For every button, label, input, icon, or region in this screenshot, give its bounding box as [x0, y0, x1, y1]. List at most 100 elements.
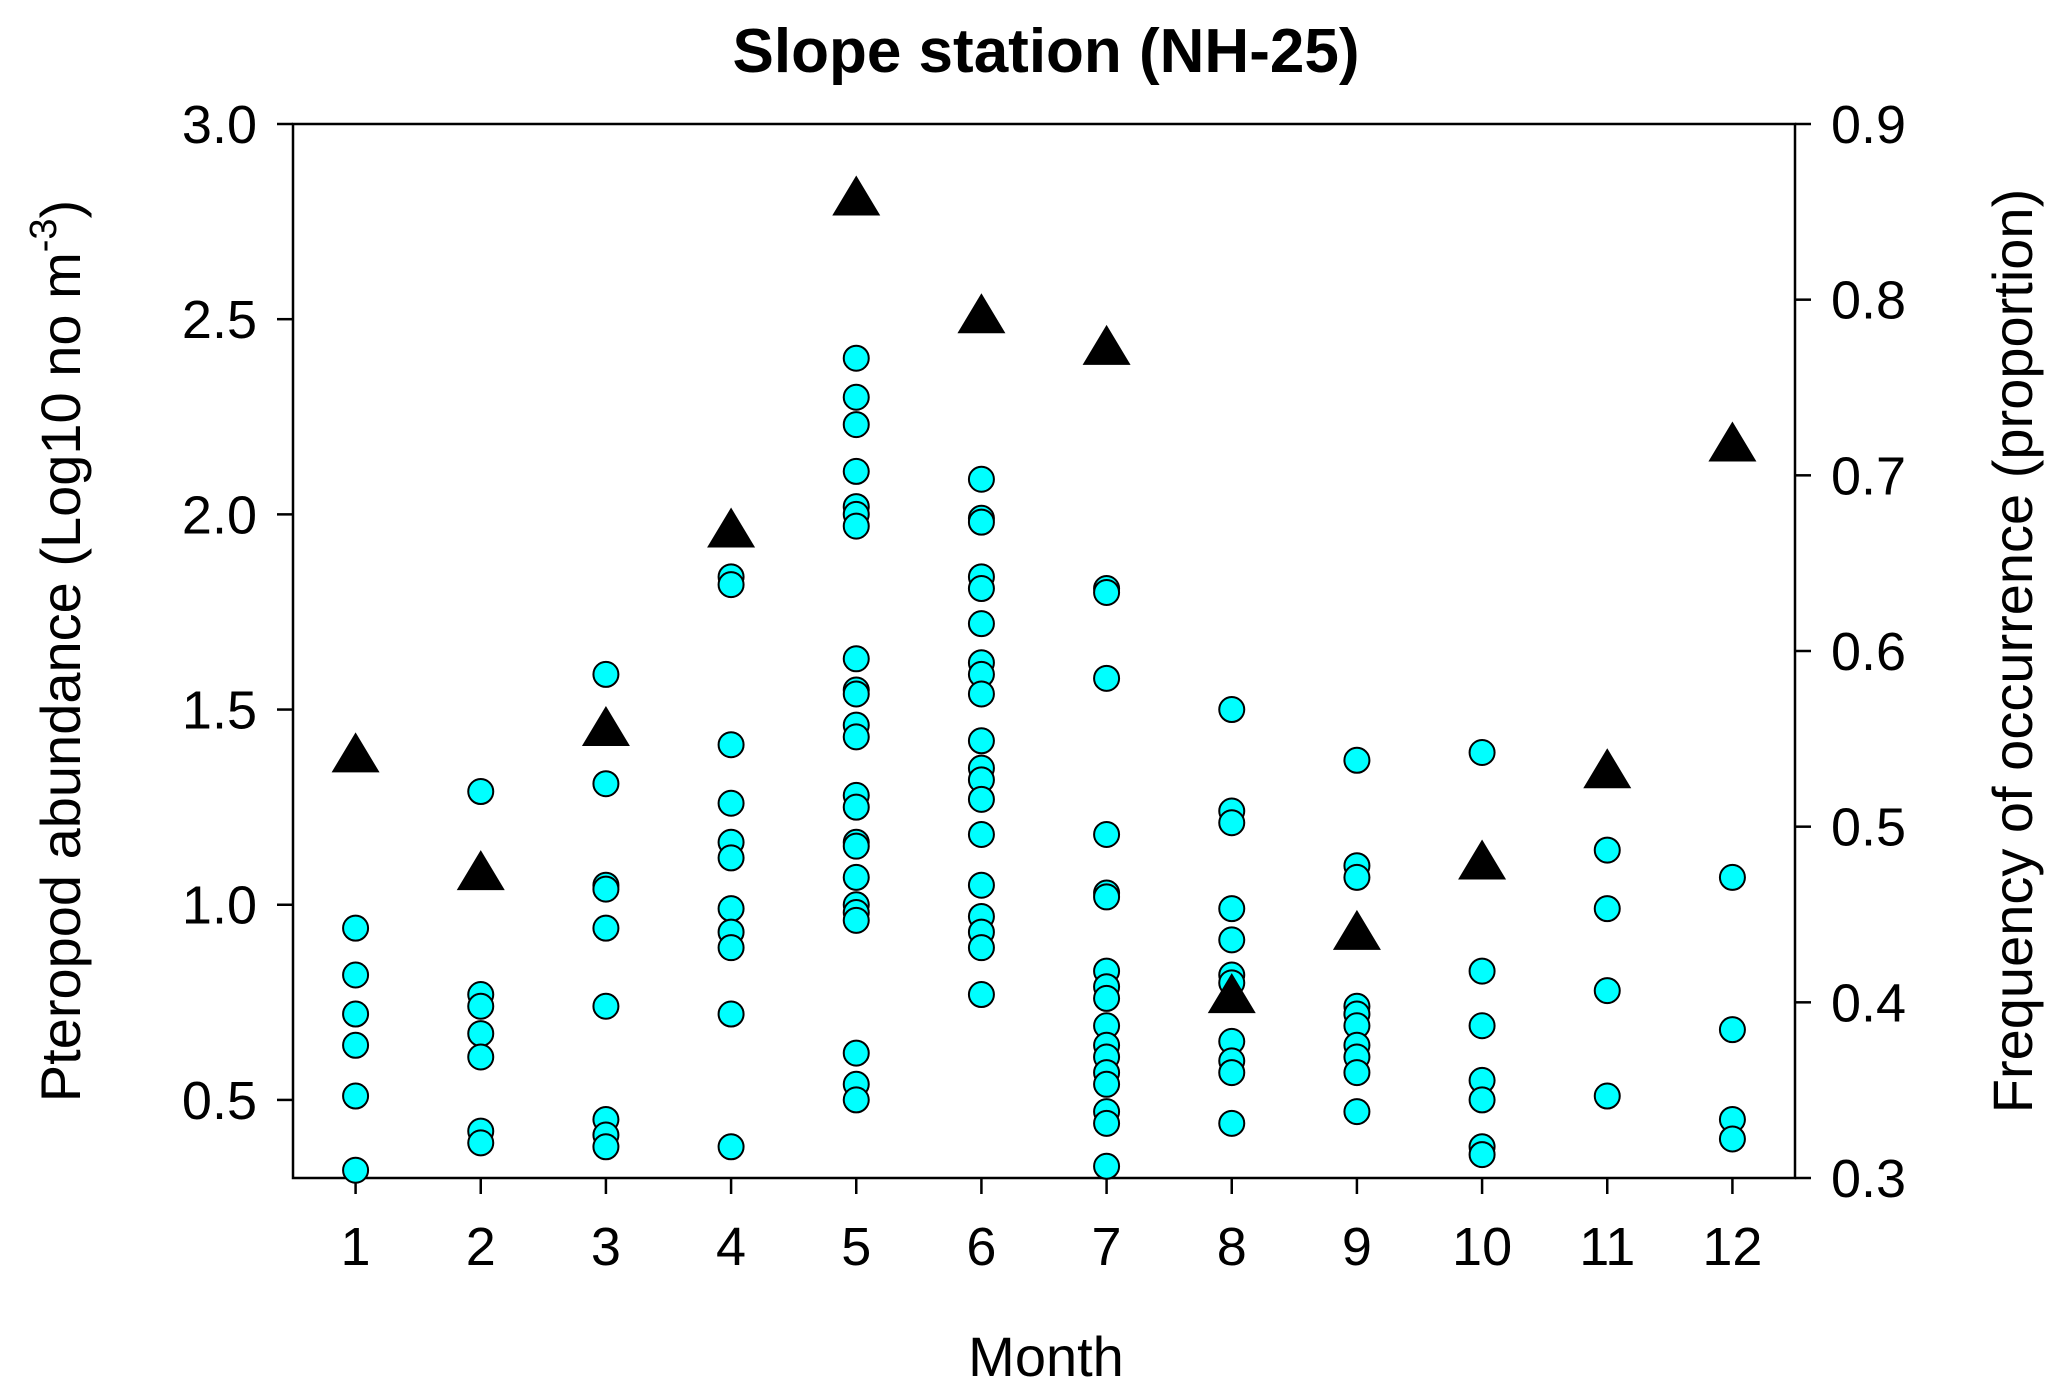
abundance-point [1093, 883, 1121, 911]
abundance-point [967, 465, 995, 493]
abundance-point [842, 383, 870, 411]
abundance-point [967, 981, 995, 1009]
x-tick-label: 1 [341, 1217, 371, 1277]
abundance-point [592, 1133, 620, 1161]
abundance-point [717, 731, 745, 759]
abundance-point [842, 680, 870, 708]
y2-tick-label: 0.3 [1831, 1149, 1906, 1209]
y2-tick-label: 0.4 [1831, 973, 1906, 1033]
abundance-point [967, 508, 995, 536]
abundance-point [342, 1000, 370, 1028]
abundance-point [1343, 1059, 1371, 1087]
abundance-point [1218, 926, 1246, 954]
abundance-point [1468, 1141, 1496, 1169]
data-marks [331, 175, 1757, 1184]
abundance-point [717, 1133, 745, 1161]
abundance-point [592, 992, 620, 1020]
abundance-point [1343, 746, 1371, 774]
abundance-point [1468, 1086, 1496, 1114]
y2-axis-ticks: 0.3 0.4 0.5 0.6 0.7 0.8 0.9 [1795, 95, 1906, 1209]
abundance-point [717, 934, 745, 962]
chart-title: Slope station (NH-25) [733, 17, 1360, 86]
abundance-point [1218, 809, 1246, 837]
abundance-point [342, 1031, 370, 1059]
frequency-triangle [1583, 748, 1632, 789]
y2-tick-label: 0.8 [1831, 271, 1906, 331]
y-axis-label-text: Pteropod abundance (Log10 no m [29, 252, 92, 1102]
y2-tick-label: 0.9 [1831, 95, 1906, 155]
abundance-point [592, 770, 620, 798]
abundance-point [1218, 1109, 1246, 1137]
frequency-triangle [957, 293, 1006, 334]
x-tick-label: 4 [716, 1217, 746, 1277]
x-tick-label: 6 [966, 1217, 996, 1277]
y2-tick-label: 0.7 [1831, 446, 1906, 506]
abundance-point [967, 871, 995, 899]
abundance-point [842, 832, 870, 860]
abundance-point [342, 1156, 370, 1184]
abundance-point [842, 723, 870, 751]
abundance-point [717, 1000, 745, 1028]
abundance-point [592, 875, 620, 903]
abundance-point [967, 680, 995, 708]
y-tick-label: 2.0 [182, 485, 257, 545]
abundance-point [1468, 1012, 1496, 1040]
abundance-point [717, 895, 745, 923]
frequency-triangle [1708, 421, 1757, 462]
abundance-point [1218, 696, 1246, 724]
y-axis-ticks: 0.5 1.0 1.5 2.0 2.5 3.0 [182, 95, 293, 1131]
frequency-triangle [456, 850, 505, 891]
abundance-point [467, 992, 495, 1020]
frequency-triangle [581, 706, 630, 747]
abundance-point [842, 906, 870, 934]
y-tick-label: 0.5 [182, 1071, 257, 1131]
abundance-point [1718, 863, 1746, 891]
x-tick-label: 7 [1092, 1217, 1122, 1277]
abundance-point [967, 934, 995, 962]
abundance-point [1593, 1082, 1621, 1110]
abundance-point [1468, 738, 1496, 766]
abundance-point [342, 961, 370, 989]
abundance-point [592, 660, 620, 688]
abundance-point [1093, 578, 1121, 606]
abundance-point [967, 820, 995, 848]
abundance-point [1093, 1109, 1121, 1137]
abundance-point [842, 645, 870, 673]
frequency-triangle [1458, 839, 1507, 880]
x-tick-label: 12 [1702, 1217, 1762, 1277]
frequency-triangle [1082, 324, 1131, 365]
abundance-point [842, 793, 870, 821]
plot-area [291, 122, 1797, 1180]
abundance-point [1093, 1152, 1121, 1180]
abundance-point [842, 457, 870, 485]
abundance-point [842, 344, 870, 372]
abundance-point [1093, 664, 1121, 692]
abundance-point [1093, 820, 1121, 848]
abundance-point [842, 1086, 870, 1114]
y-axis-label-superscript: -3 [23, 218, 65, 252]
abundance-point [467, 1043, 495, 1071]
abundance-point [1593, 977, 1621, 1005]
y2-axis-label: Frequency of occurrence (proportion) [1981, 189, 2044, 1113]
x-axis-ticks: 1 2 3 4 5 6 7 8 9 10 11 12 [341, 1178, 1762, 1277]
abundance-point [842, 411, 870, 439]
y-axis-label-close: ) [29, 200, 92, 219]
abundance-point [717, 844, 745, 872]
abundance-point [1593, 836, 1621, 864]
x-tick-label: 5 [841, 1217, 871, 1277]
x-tick-label: 11 [1579, 1217, 1635, 1277]
y-tick-label: 1.5 [182, 681, 257, 741]
y-tick-label: 1.0 [182, 876, 257, 936]
abundance-point [717, 571, 745, 599]
abundance-point [1343, 1098, 1371, 1126]
abundance-point [1218, 1059, 1246, 1087]
x-tick-label: 8 [1217, 1217, 1247, 1277]
abundance-point [967, 610, 995, 638]
x-tick-label: 9 [1342, 1217, 1372, 1277]
abundance-point [342, 1082, 370, 1110]
abundance-point [1093, 1070, 1121, 1098]
abundance-point [467, 1129, 495, 1157]
y-tick-label: 2.5 [182, 290, 257, 350]
abundance-point [1718, 1016, 1746, 1044]
